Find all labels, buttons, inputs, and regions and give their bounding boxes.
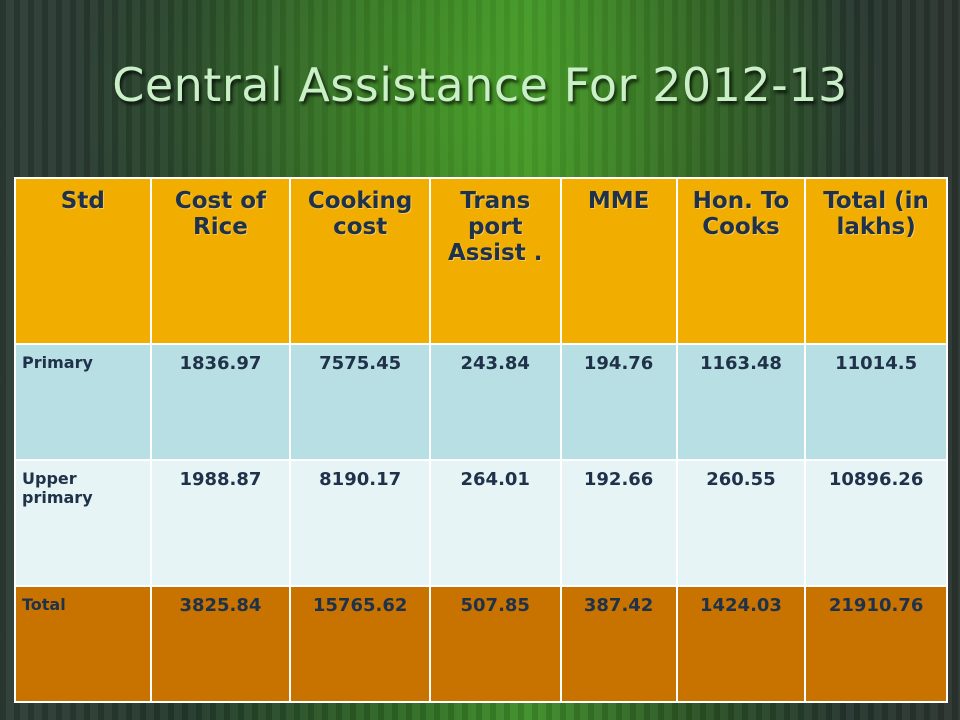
header-std: Std: [14, 177, 152, 345]
header-transport-assist: Trans port Assist .: [428, 177, 562, 345]
table-row: Primary 1836.97 7575.45 243.84 194.76 11…: [14, 343, 948, 461]
assistance-table: Std Cost of Rice Cooking cost Trans port…: [14, 177, 948, 703]
cell-total: 11014.5: [804, 343, 948, 461]
cell-total: 21910.76: [804, 585, 948, 703]
header-total: Total (in lakhs): [804, 177, 948, 345]
cell-cooking-cost: 7575.45: [289, 343, 431, 461]
table-row: Upper primary 1988.87 8190.17 264.01 192…: [14, 459, 948, 587]
cell-cost-of-rice: 1988.87: [149, 459, 292, 587]
header-cooking-cost: Cooking cost: [289, 177, 431, 345]
cell-mme: 192.66: [559, 459, 678, 587]
cell-cost-of-rice: 1836.97: [149, 343, 292, 461]
cell-mme: 194.76: [559, 343, 678, 461]
cell-cost-of-rice: 3825.84: [149, 585, 292, 703]
cell-cooking-cost: 8190.17: [289, 459, 431, 587]
row-label-upper-primary: Upper primary: [14, 459, 152, 587]
header-hon-to-cooks: Hon. To Cooks: [675, 177, 807, 345]
header-mme: MME: [559, 177, 678, 345]
row-label-total: Total: [14, 585, 152, 703]
cell-cooking-cost: 15765.62: [289, 585, 431, 703]
cell-hon-to-cooks: 1424.03: [675, 585, 807, 703]
cell-hon-to-cooks: 1163.48: [675, 343, 807, 461]
cell-transport-assist: 264.01: [428, 459, 562, 587]
header-cost-of-rice: Cost of Rice: [149, 177, 292, 345]
row-label-primary: Primary: [14, 343, 152, 461]
cell-total: 10896.26: [804, 459, 948, 587]
cell-mme: 387.42: [559, 585, 678, 703]
cell-hon-to-cooks: 260.55: [675, 459, 807, 587]
table-row: Total 3825.84 15765.62 507.85 387.42 142…: [14, 585, 948, 703]
cell-transport-assist: 507.85: [428, 585, 562, 703]
header-row: Std Cost of Rice Cooking cost Trans port…: [14, 177, 948, 345]
slide-title: Central Assistance For 2012-13: [112, 58, 848, 112]
cell-transport-assist: 243.84: [428, 343, 562, 461]
